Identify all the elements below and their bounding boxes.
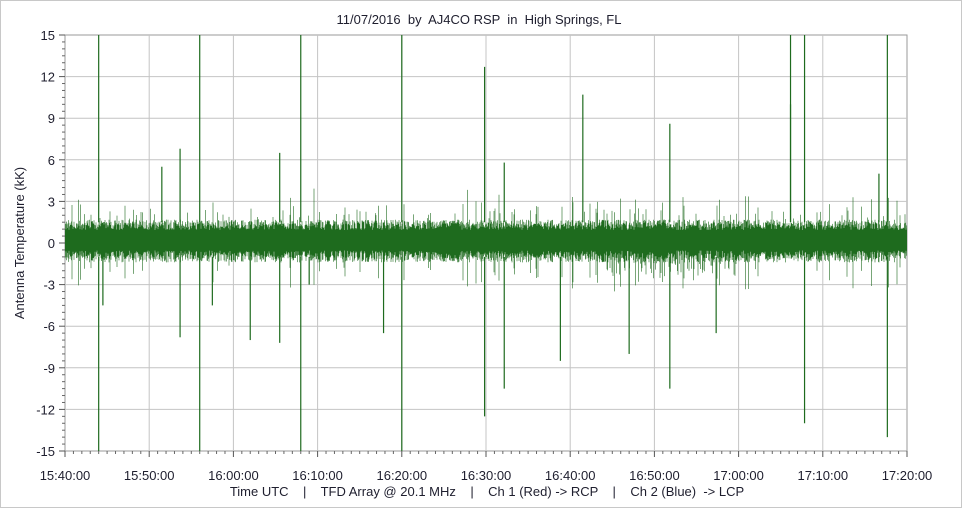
y-tick-label: -3 xyxy=(43,278,55,293)
x-tick-label: 16:10:00 xyxy=(292,468,343,483)
series-layer xyxy=(65,35,907,451)
x-tick-label: 16:50:00 xyxy=(629,468,680,483)
y-tick-label: -12 xyxy=(36,402,55,417)
x-tick-label: 16:20:00 xyxy=(376,468,427,483)
y-tick-label: -15 xyxy=(36,444,55,459)
y-tick-label: 6 xyxy=(48,153,55,168)
x-tick-label: 17:00:00 xyxy=(713,468,764,483)
x-tick-label: 16:40:00 xyxy=(545,468,596,483)
chart-title: 11/07/2016 by AJ4CO RSP in High Springs,… xyxy=(337,12,622,27)
y-tick-label: 12 xyxy=(41,70,55,85)
x-tick-label: 16:30:00 xyxy=(461,468,512,483)
series-noise-band xyxy=(65,188,907,292)
y-tick-label: 3 xyxy=(48,194,55,209)
x-tick-label: 15:50:00 xyxy=(124,468,175,483)
y-axis-label: Antenna Temperature (kK) xyxy=(12,167,27,319)
x-axis-ticks xyxy=(64,451,908,457)
y-tick-label: -6 xyxy=(43,319,55,334)
y-axis-ticks xyxy=(59,34,65,452)
y-tick-label: 15 xyxy=(41,28,55,43)
y-tick-label: 9 xyxy=(48,111,55,126)
x-axis-label: Time UTC | TFD Array @ 20.1 MHz | Ch 1 (… xyxy=(230,484,744,499)
x-tick-label: 15:40:00 xyxy=(40,468,91,483)
x-tick-label: 17:20:00 xyxy=(882,468,933,483)
x-tick-label: 16:00:00 xyxy=(208,468,259,483)
y-tick-label: -9 xyxy=(43,361,55,376)
y-tick-labels: 15 12 9 6 3 0 -3 -6 -9 -12 -15 xyxy=(36,28,55,459)
x-tick-labels: 15:40:00 15:50:00 16:00:00 16:10:00 16:20:00… xyxy=(40,468,933,483)
y-tick-label: 0 xyxy=(48,236,55,251)
x-tick-label: 17:10:00 xyxy=(797,468,848,483)
